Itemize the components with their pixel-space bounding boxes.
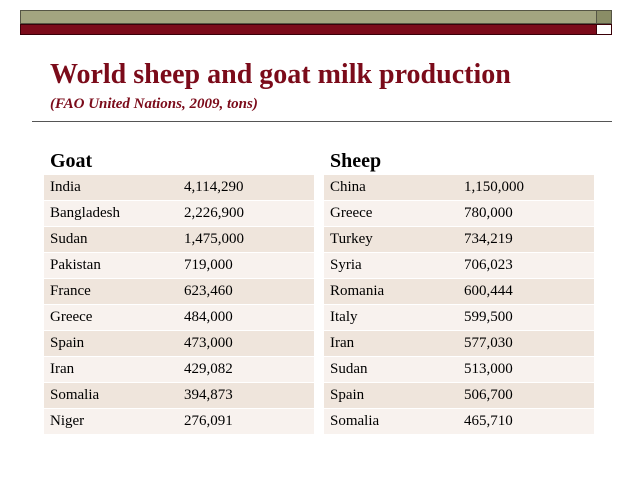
country-cell: Niger <box>44 408 178 435</box>
goat-heading: Goat <box>50 150 93 172</box>
country-cell: Bangladesh <box>44 200 178 227</box>
country-cell: Pakistan <box>44 252 178 279</box>
country-cell: Greece <box>324 200 458 227</box>
table-row: Iran 577,030 <box>324 330 594 357</box>
country-cell: Iran <box>324 330 458 357</box>
header-bar-maroon-end <box>596 25 611 34</box>
value-cell: 2,226,900 <box>178 200 314 227</box>
country-cell: Sudan <box>324 356 458 383</box>
table-row: Italy 599,500 <box>324 304 594 331</box>
slide-subtitle: (FAO United Nations, 2009, tons) <box>50 96 258 112</box>
value-cell: 513,000 <box>458 356 594 383</box>
value-cell: 706,023 <box>458 252 594 279</box>
table-row: Pakistan 719,000 <box>44 252 314 279</box>
table-row: Romania 600,444 <box>324 278 594 305</box>
country-cell: Somalia <box>324 408 458 435</box>
table-row: Iran 429,082 <box>44 356 314 383</box>
value-cell: 623,460 <box>178 278 314 305</box>
value-cell: 506,700 <box>458 382 594 409</box>
table-row: Niger 276,091 <box>44 408 314 435</box>
value-cell: 276,091 <box>178 408 314 435</box>
table-row: France 623,460 <box>44 278 314 305</box>
country-cell: Romania <box>324 278 458 305</box>
header-bar-maroon <box>20 24 612 35</box>
sheep-table: China 1,150,000 Greece 780,000 Turkey 734,219… <box>324 175 594 435</box>
header-bar-olive-end <box>596 11 611 23</box>
country-cell: Greece <box>44 304 178 331</box>
country-cell: Turkey <box>324 226 458 253</box>
table-row: Somalia 465,710 <box>324 408 594 435</box>
value-cell: 1,150,000 <box>458 175 594 201</box>
sheep-heading: Sheep <box>330 150 382 172</box>
country-cell: Spain <box>324 382 458 409</box>
value-cell: 429,082 <box>178 356 314 383</box>
value-cell: 484,000 <box>178 304 314 331</box>
value-cell: 4,114,290 <box>178 175 314 201</box>
table-row: India 4,114,290 <box>44 175 314 201</box>
value-cell: 600,444 <box>458 278 594 305</box>
table-row: Greece 780,000 <box>324 200 594 227</box>
country-cell: Syria <box>324 252 458 279</box>
country-cell: Somalia <box>44 382 178 409</box>
table-row: Bangladesh 2,226,900 <box>44 200 314 227</box>
header-bar-olive <box>20 10 612 24</box>
slide-title: World sheep and goat milk production <box>50 59 511 90</box>
country-cell: Italy <box>324 304 458 331</box>
table-row: Turkey 734,219 <box>324 226 594 253</box>
value-cell: 394,873 <box>178 382 314 409</box>
value-cell: 577,030 <box>458 330 594 357</box>
country-cell: Iran <box>44 356 178 383</box>
table-row: Sudan 513,000 <box>324 356 594 383</box>
title-divider <box>32 121 612 122</box>
value-cell: 465,710 <box>458 408 594 435</box>
table-row: Syria 706,023 <box>324 252 594 279</box>
country-cell: China <box>324 175 458 201</box>
table-row: China 1,150,000 <box>324 175 594 201</box>
value-cell: 599,500 <box>458 304 594 331</box>
table-row: Sudan 1,475,000 <box>44 226 314 253</box>
country-cell: India <box>44 175 178 201</box>
country-cell: Spain <box>44 330 178 357</box>
value-cell: 780,000 <box>458 200 594 227</box>
country-cell: France <box>44 278 178 305</box>
table-row: Greece 484,000 <box>44 304 314 331</box>
goat-table: India 4,114,290 Bangladesh 2,226,900 Sudan 1,… <box>44 175 314 435</box>
table-row: Somalia 394,873 <box>44 382 314 409</box>
country-cell: Sudan <box>44 226 178 253</box>
value-cell: 473,000 <box>178 330 314 357</box>
table-row: Spain 473,000 <box>44 330 314 357</box>
table-row: Spain 506,700 <box>324 382 594 409</box>
value-cell: 719,000 <box>178 252 314 279</box>
value-cell: 734,219 <box>458 226 594 253</box>
value-cell: 1,475,000 <box>178 226 314 253</box>
